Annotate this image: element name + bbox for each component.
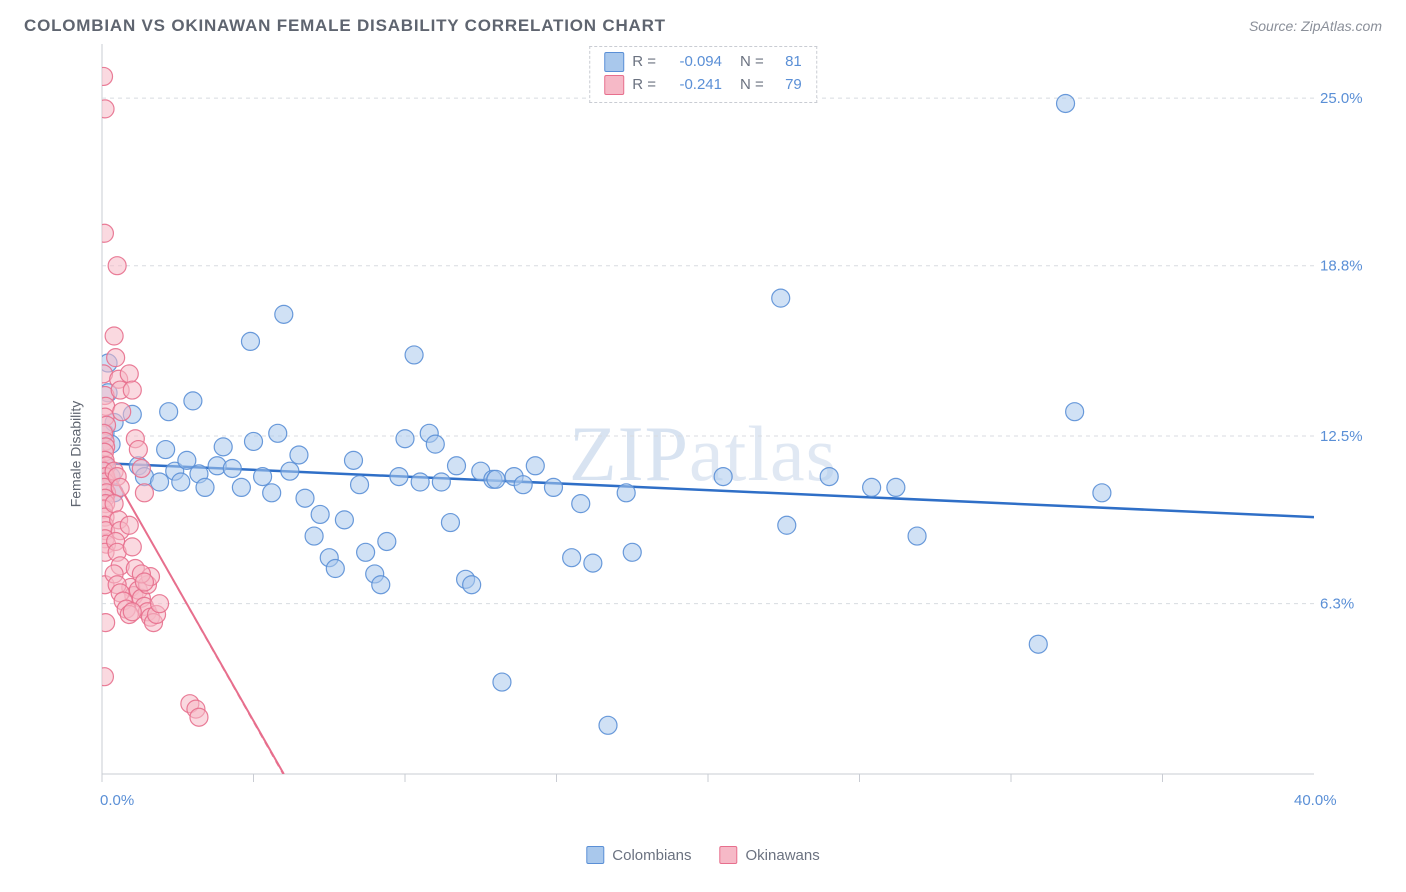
legend-n-value-1: 79 [772, 74, 802, 97]
x-axis-max-label: 40.0% [1294, 792, 1337, 809]
svg-text:12.5%: 12.5% [1320, 428, 1363, 445]
x-axis-min-label: 0.0% [100, 792, 134, 809]
legend-r-value-0: -0.094 [664, 51, 722, 74]
legend-series-label-1: Okinawans [746, 847, 820, 864]
legend-series-swatch-okinawans [720, 846, 738, 864]
legend-series-colombians: Colombians [586, 846, 691, 864]
source-prefix: Source: [1249, 18, 1301, 34]
legend-series-swatch-colombians [586, 846, 604, 864]
legend-r-value-1: -0.241 [664, 74, 722, 97]
svg-text:6.3%: 6.3% [1320, 596, 1354, 613]
legend-n-label-1: N = [740, 74, 764, 97]
scatter-plot-svg: 6.3% 12.5% 18.8% 25.0% [54, 44, 1364, 804]
svg-text:18.8%: 18.8% [1320, 258, 1363, 275]
legend-series-box: Colombians Okinawans [586, 846, 819, 864]
legend-swatch-okinawans [604, 75, 624, 95]
legend-stats-row-0: R = -0.094 N = 81 [604, 51, 802, 74]
legend-stats-box: R = -0.094 N = 81 R = -0.241 N = 79 [589, 46, 817, 103]
legend-series-okinawans: Okinawans [720, 846, 820, 864]
chart-area: Female Disability ZIPatlas 6.3%12.5%18.8… [24, 44, 1382, 864]
page-title: COLOMBIAN VS OKINAWAN FEMALE DISABILITY … [24, 16, 666, 36]
legend-n-label-0: N = [740, 51, 764, 74]
header-row: COLOMBIAN VS OKINAWAN FEMALE DISABILITY … [24, 16, 1382, 36]
legend-r-label-0: R = [632, 51, 656, 74]
legend-swatch-colombians [604, 52, 624, 72]
chart-page: COLOMBIAN VS OKINAWAN FEMALE DISABILITY … [0, 0, 1406, 892]
legend-n-value-0: 81 [772, 51, 802, 74]
source-name: ZipAtlas.com [1301, 18, 1382, 34]
legend-series-label-0: Colombians [612, 847, 691, 864]
legend-r-label-1: R = [632, 74, 656, 97]
source-credit: Source: ZipAtlas.com [1249, 18, 1382, 34]
legend-stats-row-1: R = -0.241 N = 79 [604, 74, 802, 97]
svg-text:25.0%: 25.0% [1320, 90, 1363, 107]
